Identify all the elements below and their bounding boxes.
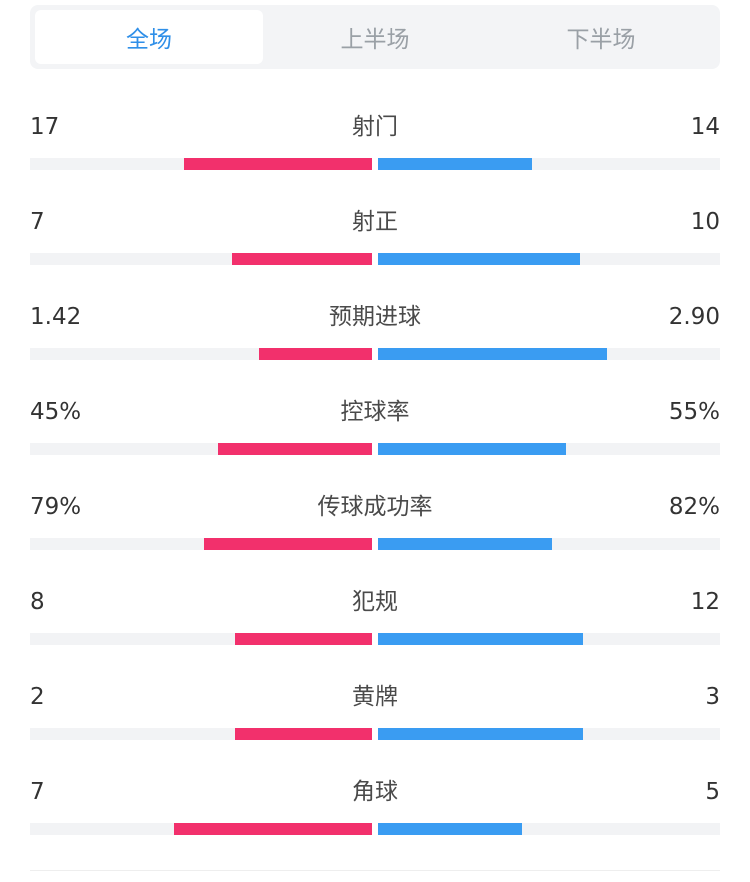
away-track: [378, 443, 720, 455]
away-track: [378, 158, 720, 170]
home-value: 1.42: [30, 304, 82, 330]
stat-row: 1.42 预期进球 2.90: [0, 302, 750, 362]
stat-label: 角球: [352, 779, 398, 805]
stat-label: 黄牌: [352, 684, 398, 710]
home-value: 17: [30, 114, 60, 140]
home-value: 79%: [30, 494, 82, 520]
home-track: [30, 823, 372, 835]
home-value: 7: [30, 779, 45, 805]
period-tabs: 全场 上半场 下半场: [30, 5, 720, 69]
stat-row: 7 射正 10: [0, 207, 750, 267]
stat-label: 传球成功率: [317, 494, 433, 520]
tab-full-match[interactable]: 全场: [35, 10, 263, 64]
away-bar: [378, 633, 583, 645]
home-bar: [184, 158, 372, 170]
home-bar: [259, 348, 372, 360]
divider: [30, 870, 720, 871]
away-value: 82%: [668, 494, 720, 520]
away-value: 3: [705, 684, 720, 710]
away-value: 2.90: [668, 304, 720, 330]
home-track: [30, 158, 372, 170]
away-track: [378, 253, 720, 265]
home-value: 7: [30, 209, 45, 235]
home-value: 2: [30, 684, 45, 710]
stat-row: 17 射门 14: [0, 112, 750, 172]
home-bar: [174, 823, 372, 835]
stat-label: 预期进球: [329, 304, 421, 330]
home-value: 8: [30, 589, 45, 615]
home-track: [30, 348, 372, 360]
away-value: 5: [705, 779, 720, 805]
away-track: [378, 823, 720, 835]
away-bar: [378, 823, 522, 835]
away-track: [378, 538, 720, 550]
stat-row: 79% 传球成功率 82%: [0, 492, 750, 552]
away-bar: [378, 348, 607, 360]
home-bar: [232, 253, 372, 265]
away-bar: [378, 538, 552, 550]
stat-label: 犯规: [352, 589, 398, 615]
away-track: [378, 633, 720, 645]
away-value: 55%: [668, 399, 720, 425]
away-value: 10: [690, 209, 720, 235]
away-value: 14: [690, 114, 720, 140]
home-bar: [235, 728, 372, 740]
home-bar: [235, 633, 372, 645]
away-bar: [378, 253, 580, 265]
away-bar: [378, 728, 583, 740]
away-track: [378, 348, 720, 360]
stat-row: 2 黄牌 3: [0, 682, 750, 742]
home-track: [30, 443, 372, 455]
away-track: [378, 728, 720, 740]
tab-first-half[interactable]: 上半场: [340, 27, 410, 53]
tab-second-half[interactable]: 下半场: [566, 27, 636, 53]
stat-label: 射正: [352, 209, 398, 235]
stat-label: 控球率: [340, 399, 410, 425]
away-value: 12: [690, 589, 720, 615]
stat-row: 7 角球 5: [0, 777, 750, 837]
home-track: [30, 728, 372, 740]
away-bar: [378, 443, 566, 455]
home-bar: [204, 538, 372, 550]
home-bar: [218, 443, 372, 455]
stat-label: 射门: [352, 114, 398, 140]
away-bar: [378, 158, 532, 170]
stat-row: 8 犯规 12: [0, 587, 750, 647]
home-track: [30, 633, 372, 645]
home-value: 45%: [30, 399, 82, 425]
home-track: [30, 538, 372, 550]
stat-row: 45% 控球率 55%: [0, 397, 750, 457]
home-track: [30, 253, 372, 265]
